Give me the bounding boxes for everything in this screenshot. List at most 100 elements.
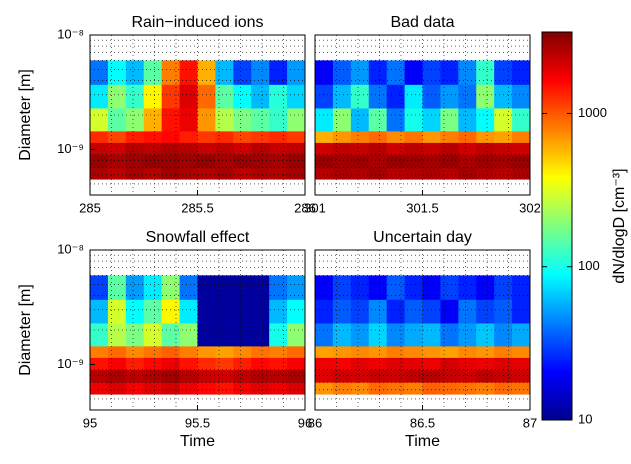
heat-cell [512,357,531,371]
heat-cell [440,275,459,300]
heat-cell [287,130,306,143]
heat-cell [287,299,306,324]
heat-cell [512,323,531,347]
heat-cell [494,323,513,347]
heat-cell [440,84,459,109]
heat-cell [161,142,180,156]
heat-cell [315,382,334,395]
heat-cell [90,275,109,300]
heat-cell [494,382,513,395]
heat-cell [107,369,127,383]
heat-cell [350,299,370,324]
heat-cell [143,275,163,300]
heat-cell [197,130,216,143]
heat-cell [215,108,234,132]
heat-cell [386,323,405,347]
heat-cell [368,108,388,132]
x-axis-label: Time [180,433,215,450]
heat-cell [90,357,109,371]
heat-cell [404,130,423,143]
heat-cell [422,275,441,300]
heat-cell [233,167,252,180]
heat-cell [90,108,109,132]
heat-cell [125,60,145,85]
heat-cell [332,275,352,300]
heat-cell [368,323,388,347]
heat-cell [197,60,216,85]
heat-cell [197,357,216,371]
heat-cell [440,108,459,132]
heat-cell [161,84,180,109]
heat-cell [458,130,477,143]
heat-cell [90,84,109,109]
heat-cell [350,323,370,347]
heat-cell [368,167,388,180]
heat-cell [350,382,370,395]
heat-cell [233,108,252,132]
heat-cell [350,84,370,109]
heat-cell [143,84,163,109]
heat-cell [143,345,163,358]
heat-cell [332,369,352,383]
panel-title: Bad data [390,14,454,31]
heat-cell [269,60,288,85]
heat-cell [143,323,163,347]
heat-cell [350,154,370,168]
heat-cell [422,369,441,383]
heat-cell [107,345,127,358]
heat-cell [422,154,441,168]
heat-cell [143,299,163,324]
heat-cell [143,108,163,132]
heat-cell [125,369,145,383]
heat-cell [215,142,234,156]
heat-cell [422,323,441,347]
heat-cell [512,130,531,143]
x-axis-label: Time [405,433,440,450]
heat-cell [315,142,334,156]
heat-cell [350,345,370,358]
heat-cell [215,323,234,347]
heat-cell [386,299,405,324]
heat-cell [125,154,145,168]
heat-cell [315,130,334,143]
heat-cell [332,60,352,85]
heat-cell [107,167,127,180]
heat-cell [512,60,531,85]
heat-cell [440,382,459,395]
heat-cell [107,357,127,371]
heat-cell [476,108,495,132]
heat-cell [197,84,216,109]
heat-cell [476,369,495,383]
heat-cell [368,382,388,395]
colorbar-tick-label: 1000 [578,105,607,120]
heat-cell [476,275,495,300]
panel-title: Snowfall effect [146,229,250,246]
heat-cell [179,382,198,395]
heat-cell [315,299,334,324]
heat-cell [404,345,423,358]
heat-cell [107,84,127,109]
heat-cell [233,345,252,358]
heat-cell [404,299,423,324]
heat-cell [179,60,198,85]
heat-cell [251,345,270,358]
heat-cell [386,60,405,85]
heat-cell [512,382,531,395]
heat-cell [179,323,198,347]
heat-cell [368,142,388,156]
panel-title: Uncertain day [373,229,472,246]
heat-cell [512,345,531,358]
heat-cell [90,382,109,395]
heat-cell [90,154,109,168]
heat-cell [404,323,423,347]
heat-cell [197,323,216,347]
heat-cell [125,382,145,395]
heat-cell [233,323,252,347]
heat-cell [494,369,513,383]
heat-cell [269,154,288,168]
heat-cell [107,60,127,85]
heat-cell [476,130,495,143]
heat-cell [107,299,127,324]
heat-cell [440,167,459,180]
heat-cell [422,345,441,358]
